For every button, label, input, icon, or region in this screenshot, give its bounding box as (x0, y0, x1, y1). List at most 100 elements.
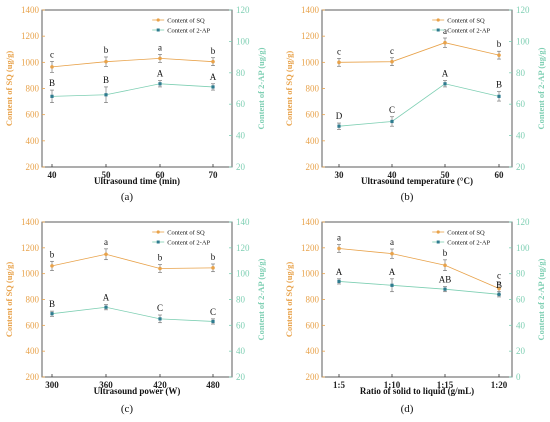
x-tick-label: 50 (441, 170, 451, 180)
y-right-tick-label: 20 (516, 162, 526, 172)
y-left-tick-label: 1200 (301, 243, 320, 253)
data-point-2ap (443, 287, 447, 291)
data-point-2ap (390, 283, 394, 287)
x-tick-label: 30 (335, 170, 345, 180)
data-point-sq (443, 263, 447, 268)
legend-entry: Content of SQ (167, 18, 205, 25)
y-left-tick-label: 800 (306, 295, 320, 305)
y-axis-right-label: Content of 2-AP (ug/g) (536, 47, 546, 129)
data-point-2ap (443, 82, 447, 86)
significance-letter: c (390, 46, 394, 56)
significance-letter: B (103, 75, 109, 85)
data-point-sq (390, 59, 394, 64)
y-left-tick-label: 1000 (301, 269, 320, 279)
y-left-tick-label: 1000 (301, 57, 320, 67)
panel-label: (d) (401, 403, 414, 415)
significance-letter: B (496, 280, 502, 290)
legend-marker (436, 18, 440, 22)
y-left-tick-label: 800 (306, 84, 320, 94)
data-point-2ap (497, 292, 501, 296)
y-left-tick-label: 1000 (21, 269, 40, 279)
y-left-tick-label: 200 (306, 372, 320, 382)
significance-letter: B (49, 299, 55, 309)
data-point-2ap (50, 312, 54, 316)
y-right-tick-label: 120 (236, 5, 250, 15)
significance-letter: AB (439, 275, 452, 285)
data-point-sq (390, 251, 394, 256)
chart-panel-3: 200 400 600 800 1000 1200 1400 20 40 60 80 100 120 14… (4, 217, 266, 415)
series-line-sq (338, 248, 500, 289)
data-point-2ap (211, 85, 215, 89)
y-right-tick-label: 60 (236, 320, 246, 330)
series-line-sq (338, 42, 500, 63)
y-left-tick-label: 1400 (21, 217, 40, 227)
data-point-sq (211, 266, 215, 270)
x-tick-label: 1:15 (437, 380, 454, 390)
y-left-tick-label: 200 (306, 162, 320, 172)
y-right-tick-label: 120 (516, 217, 530, 227)
data-point-sq (50, 264, 54, 268)
significance-letter: a (158, 42, 162, 52)
legend-marker (436, 230, 440, 234)
y-left-tick-label: 400 (26, 346, 40, 356)
data-point-sq (337, 60, 341, 65)
significance-letter: a (443, 26, 447, 36)
data-point-sq (497, 286, 501, 291)
y-left-tick-label: 1000 (21, 57, 40, 67)
panel-label: (c) (121, 403, 134, 415)
y-left-tick-label: 200 (26, 372, 40, 382)
y-axis-left-label: Content of SQ (ug/g) (4, 262, 14, 337)
chart-panel-1: 200 400 600 800 1000 1200 1400 20 40 60 80 100 120 40… (4, 5, 266, 203)
x-axis-label: Ultrasound temperature (°C) (361, 176, 473, 186)
y-axis-right-label: Content of 2-AP (ug/g) (536, 258, 546, 340)
data-point-2ap (158, 82, 162, 86)
data-point-2ap (158, 317, 162, 321)
y-left-tick-label: 1400 (301, 217, 320, 227)
significance-letter: B (496, 80, 502, 90)
y-left-tick-label: 1400 (301, 5, 320, 15)
significance-letter: A (442, 69, 449, 79)
panel-label: (a) (121, 191, 134, 203)
y-right-tick-label: 40 (516, 320, 526, 330)
x-tick-label: 60 (495, 170, 505, 180)
significance-letter: a (337, 233, 341, 243)
legend-marker (436, 28, 440, 32)
y-right-tick-label: 80 (236, 295, 246, 305)
y-axis-left-label: Content of SQ (ug/g) (284, 51, 294, 126)
y-right-tick-label: 60 (236, 99, 246, 109)
x-axis-label: Ultrasound time (min) (94, 176, 180, 186)
y-right-tick-label: 80 (236, 68, 246, 78)
y-right-tick-label: 40 (516, 131, 526, 141)
x-tick-label: 70 (209, 170, 219, 180)
data-point-2ap (104, 305, 108, 309)
y-right-tick-label: 40 (236, 346, 246, 356)
series-line-2ap (338, 281, 500, 295)
x-tick-label: 1:10 (384, 380, 401, 390)
x-tick-label: 480 (206, 380, 220, 390)
y-right-tick-label: 120 (236, 243, 250, 253)
y-left-tick-label: 1200 (301, 31, 320, 41)
data-point-2ap (50, 94, 54, 98)
x-axis-label: Ratio of solid to liquid (g/mL) (360, 386, 474, 396)
significance-letter: b (211, 252, 216, 262)
y-right-tick-label: 60 (516, 295, 526, 305)
significance-letter: A (210, 72, 217, 82)
y-left-tick-label: 600 (26, 320, 40, 330)
data-point-2ap (390, 119, 394, 124)
y-left-tick-label: 1200 (21, 243, 40, 253)
legend-marker (156, 28, 160, 32)
legend-marker (156, 240, 160, 244)
data-point-2ap (497, 94, 501, 98)
y-right-tick-label: 80 (516, 269, 526, 279)
significance-letter: A (103, 293, 110, 303)
data-point-sq (497, 53, 501, 57)
y-right-tick-label: 20 (516, 346, 526, 356)
legend-entry: Content of 2-AP (447, 28, 490, 35)
panel-label: (b) (401, 191, 414, 203)
y-right-tick-label: 100 (516, 36, 530, 46)
series-line-sq (51, 58, 214, 68)
data-point-2ap (104, 93, 108, 97)
y-left-tick-label: 1200 (21, 31, 40, 41)
series-line-sq (51, 253, 214, 269)
x-tick-label: 1:5 (333, 380, 345, 390)
